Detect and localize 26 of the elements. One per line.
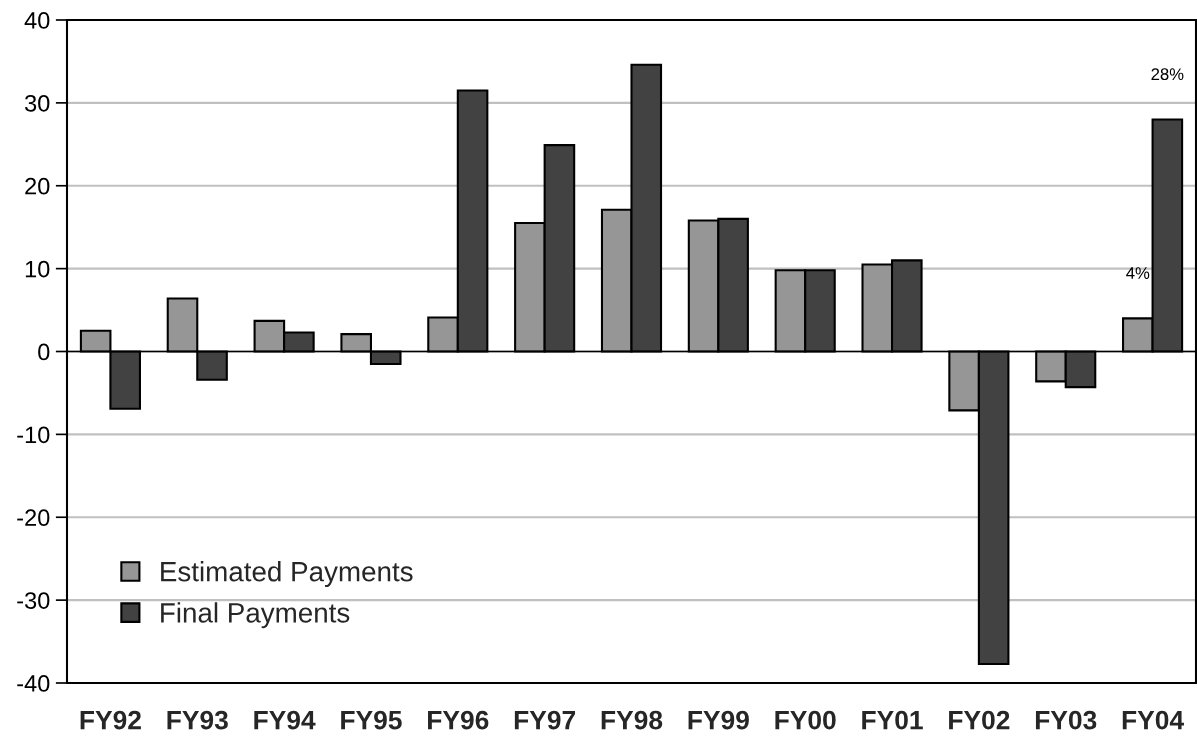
y-tick-label: 30 <box>24 94 50 112</box>
y-tick-label: -20 <box>17 509 50 527</box>
y-tick-label: 10 <box>25 260 50 278</box>
x-tick-label: FY96 <box>428 710 489 730</box>
y-tick-label: -10 <box>17 426 50 444</box>
x-tick-label: FY00 <box>775 710 836 730</box>
y-tick-label: 20 <box>25 177 50 195</box>
data-label: 4% <box>1126 267 1150 279</box>
x-tick-label: FY03 <box>1035 710 1097 730</box>
x-tick-label: FY95 <box>341 710 402 730</box>
legend-label: Estimated Payments <box>161 561 413 587</box>
x-tick-label: FY92 <box>80 710 141 730</box>
y-tick-label: 0 <box>38 343 50 361</box>
x-tick-label: FY99 <box>688 710 749 730</box>
y-tick-label: -40 <box>17 675 50 692</box>
y-tick-label: 40 <box>24 12 50 29</box>
x-tick-label: FY04 <box>1122 710 1184 730</box>
y-tick-label: -30 <box>17 592 50 609</box>
x-tick-label: FY94 <box>254 710 316 730</box>
x-tick-label: FY01 <box>862 710 923 730</box>
x-tick-label: FY98 <box>601 710 663 730</box>
x-tick-label: FY97 <box>514 710 576 730</box>
legend-label: Final Payments <box>161 602 350 629</box>
x-tick-label: FY02 <box>949 710 1010 730</box>
data-label: 28% <box>1151 68 1184 81</box>
x-tick-label: FY93 <box>167 710 228 730</box>
